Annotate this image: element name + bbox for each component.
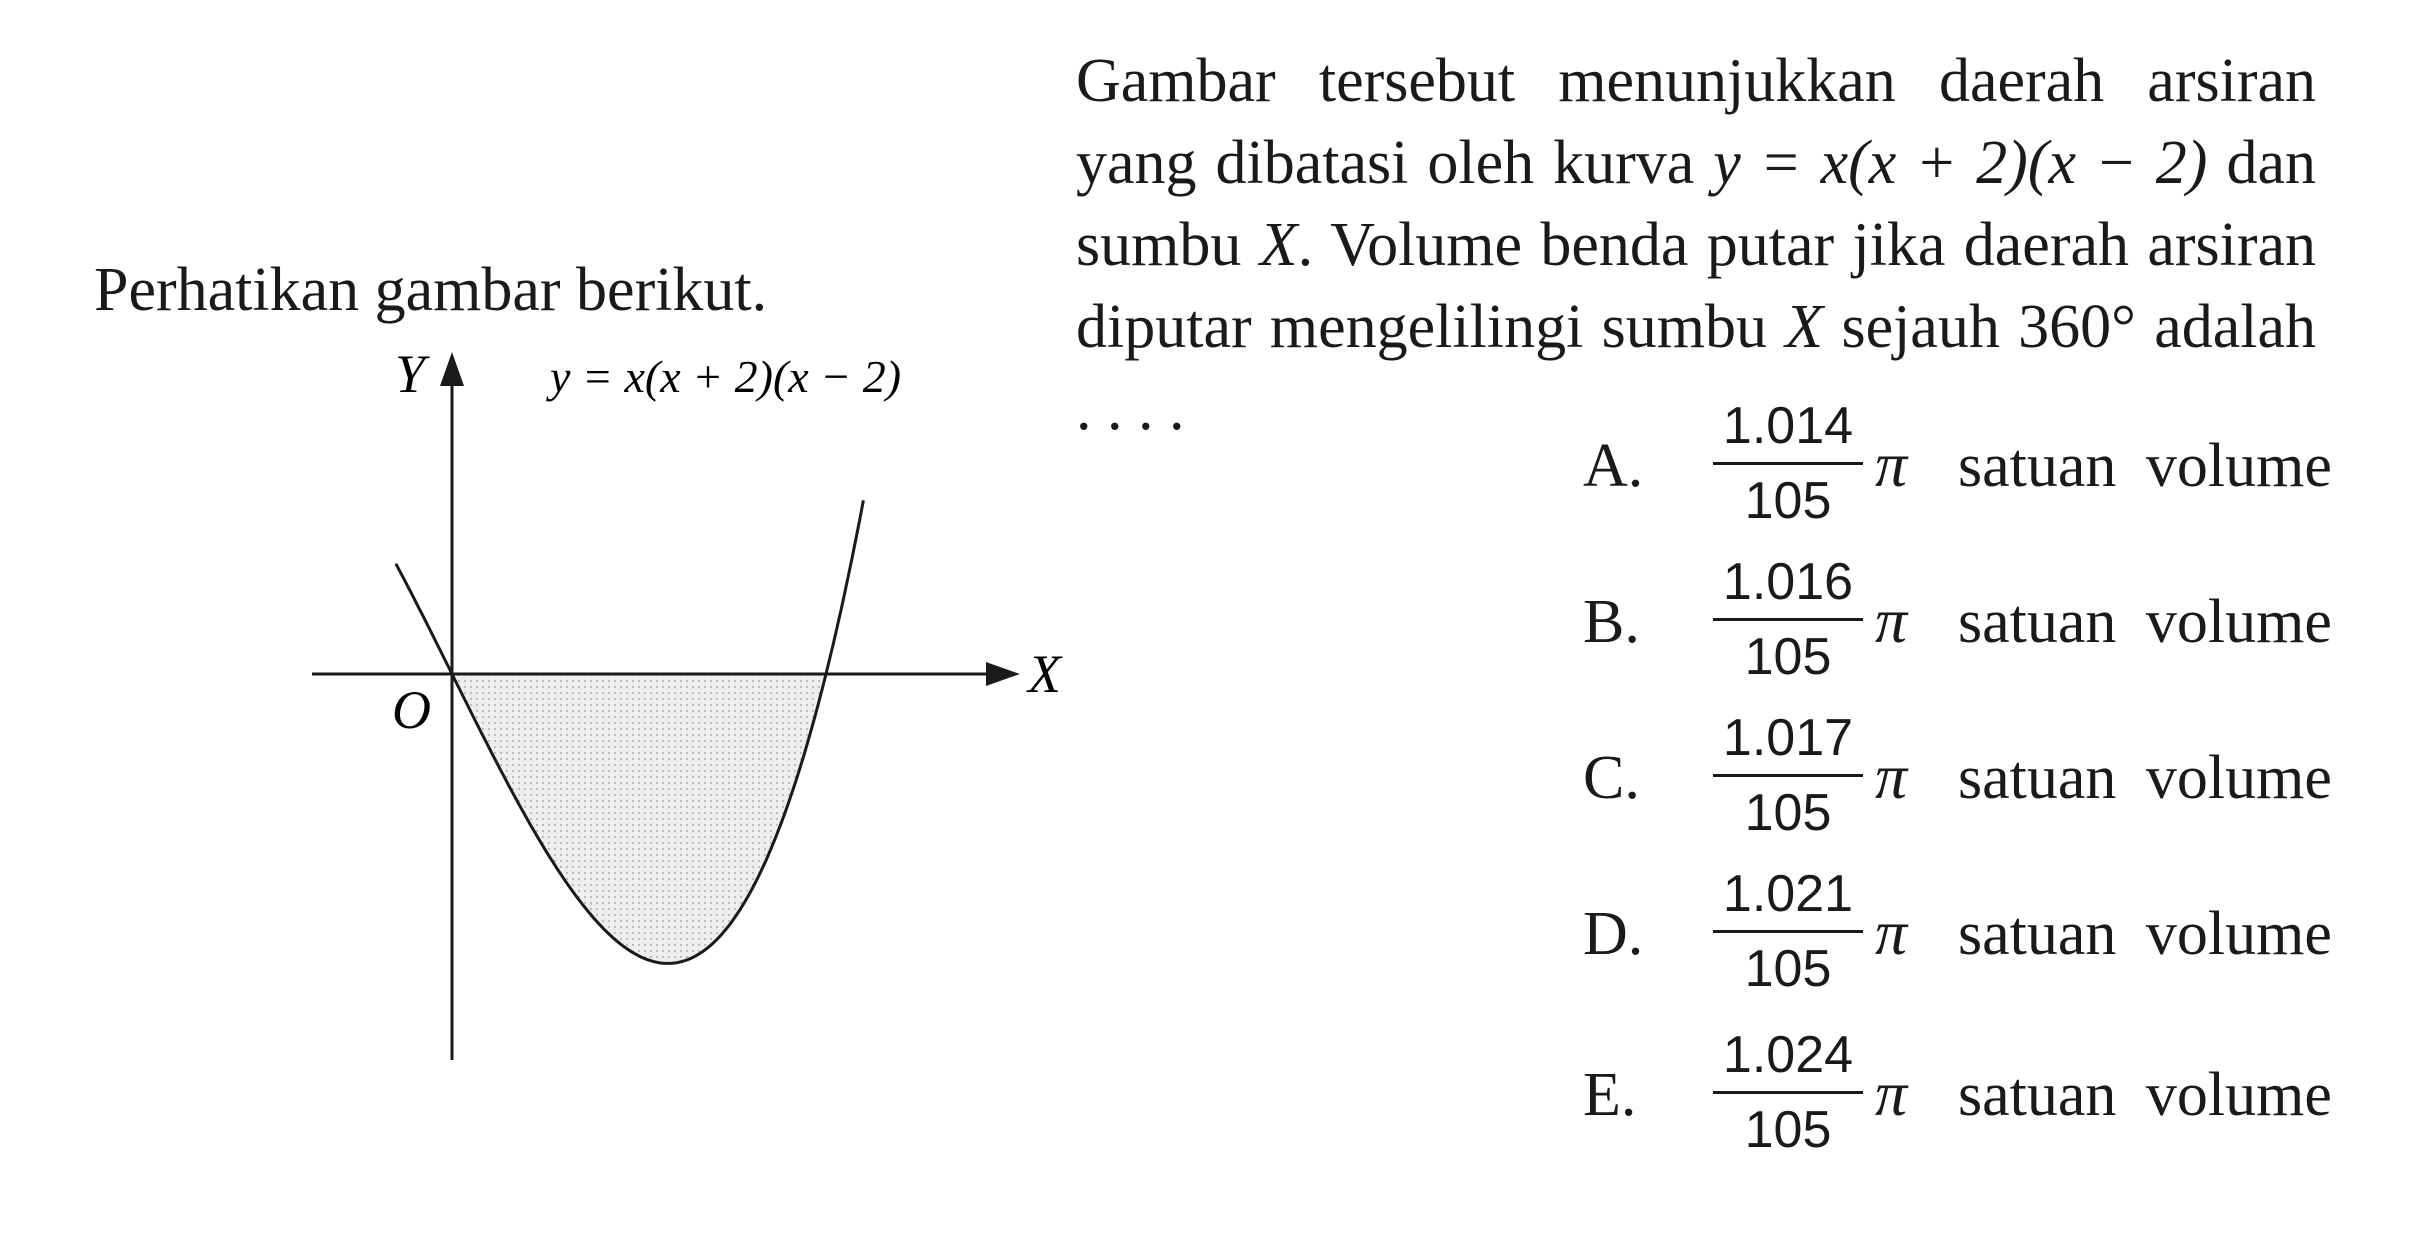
y-axis-label: Y	[395, 344, 430, 404]
option-letter: C.	[1583, 744, 1640, 812]
unit-text: satuan volume	[1958, 900, 2332, 968]
fraction: 1.024 105	[1713, 1022, 1863, 1163]
fraction-bar	[1713, 618, 1863, 621]
numerator: 1.021	[1722, 865, 1854, 923]
unit-text: satuan volume	[1958, 1061, 2332, 1129]
x-axis-arrow	[986, 662, 1020, 686]
fraction: 1.014 105	[1713, 393, 1863, 534]
curve	[394, 500, 865, 965]
question-text: Gambar tersebut menunjukkan daerah arsir…	[1076, 47, 2316, 197]
question-axis: X	[1785, 293, 1824, 361]
pi-symbol: π	[1875, 1058, 1908, 1129]
pi-symbol: π	[1875, 741, 1908, 812]
y-axis-arrow	[440, 352, 464, 386]
question-text: . Volume benda putar jika daerah arsiran…	[1076, 211, 2317, 361]
pi-symbol: π	[1875, 897, 1908, 968]
question-equation: y = x(x + 2)(x − 2)	[1713, 129, 2208, 197]
figure: Y X O y = x(x + 2)(x − 2)	[312, 344, 1063, 1060]
intro-text: Perhatikan gambar berikut.	[94, 256, 768, 324]
question-text: dan sumbu	[1076, 129, 2316, 279]
numerator: 1.024	[1722, 1026, 1854, 1084]
denominator: 105	[1744, 472, 1832, 530]
shaded-region	[452, 674, 826, 964]
unit-text: satuan volume	[1958, 432, 2332, 500]
curve-label: y = x(x + 2)(x − 2)	[546, 351, 901, 402]
fraction-bar	[1713, 930, 1863, 933]
question-axis: X	[1259, 211, 1298, 279]
fraction: 1.016 105	[1713, 549, 1863, 690]
unit-text: satuan volume	[1958, 588, 2332, 656]
option-letter: E.	[1583, 1061, 1637, 1129]
page: Perhatikan gambar berikut. Y X O y = x(x…	[94, 40, 2332, 1163]
fraction-bar	[1713, 1091, 1863, 1094]
numerator: 1.016	[1722, 553, 1854, 611]
denominator: 105	[1744, 1101, 1832, 1159]
pi-symbol: π	[1875, 585, 1908, 656]
option-letter: D.	[1583, 900, 1644, 968]
fraction: 1.021 105	[1713, 861, 1863, 1002]
numerator: 1.017	[1722, 709, 1854, 767]
denominator: 105	[1744, 940, 1832, 998]
option-letter: A.	[1583, 432, 1644, 500]
fraction-bar	[1713, 462, 1863, 465]
origin-label: O	[392, 680, 431, 740]
pi-symbol: π	[1875, 429, 1908, 500]
x-axis-label: X	[1026, 644, 1063, 704]
unit-text: satuan volume	[1958, 744, 2332, 812]
fraction-bar	[1713, 774, 1863, 777]
question-text: sejauh 360° adalah . . . .	[1076, 293, 2316, 443]
denominator: 105	[1744, 784, 1832, 842]
fraction: 1.017 105	[1713, 705, 1863, 846]
denominator: 105	[1744, 628, 1832, 686]
option-letter: B.	[1583, 588, 1640, 656]
question: Gambar tersebut menunjukkan daerah arsir…	[1076, 40, 2316, 450]
numerator: 1.014	[1722, 397, 1854, 455]
